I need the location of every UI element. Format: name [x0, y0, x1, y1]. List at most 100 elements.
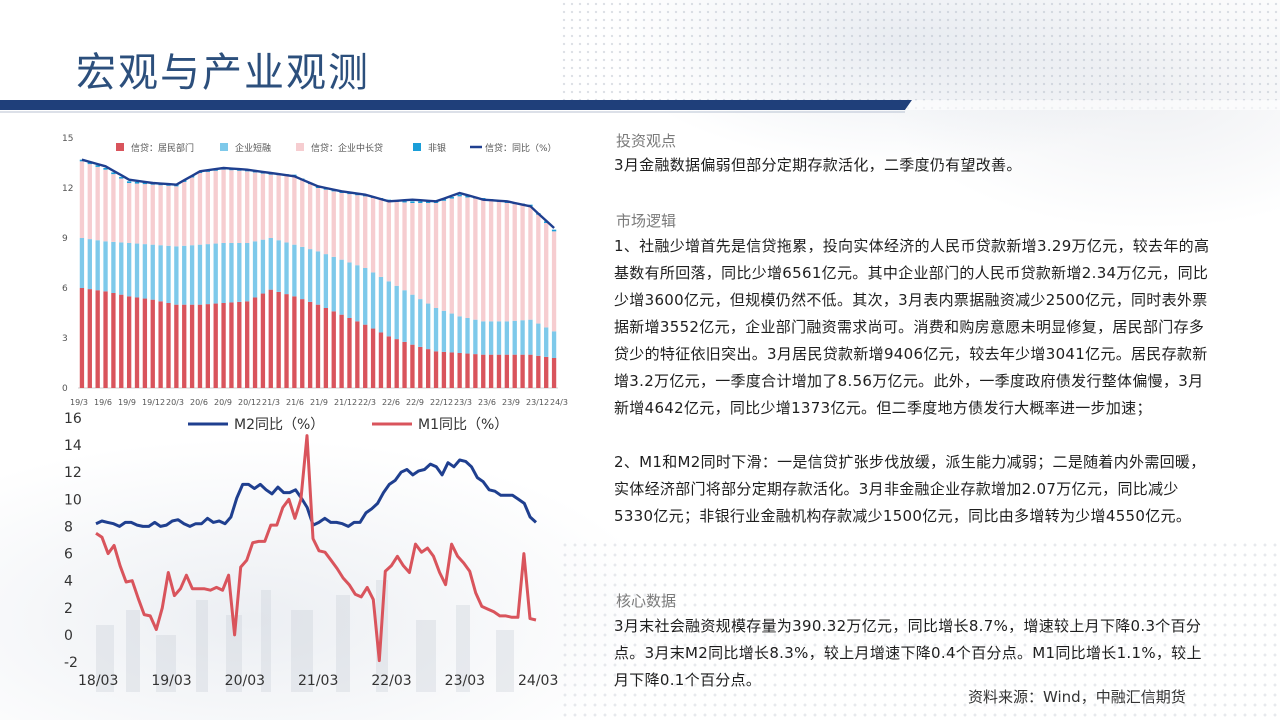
bar-long-loan	[551, 231, 557, 332]
x-tick-label: 23/12	[526, 398, 549, 407]
x-tick-label: 19/03	[151, 673, 191, 689]
bar-resident	[551, 358, 557, 388]
bar-long-loan	[95, 166, 100, 241]
bar-resident	[205, 304, 210, 388]
legend-label: 信贷：企业中长贷	[311, 142, 383, 154]
legend-swatch	[116, 143, 124, 151]
skyline-building	[126, 610, 140, 692]
bar-resident	[119, 294, 124, 388]
bar-long-loan	[150, 184, 155, 245]
legend-swatch	[220, 143, 228, 151]
bar-short-financing	[221, 243, 226, 303]
bar-resident	[252, 297, 258, 388]
bar-long-loan	[394, 201, 399, 286]
x-tick-label: 21/9	[310, 398, 328, 407]
bar-short-financing	[182, 245, 187, 305]
bar-long-loan	[426, 203, 431, 304]
bar-resident	[402, 341, 407, 388]
bar-resident	[182, 304, 187, 388]
bar-nonbank	[418, 201, 423, 203]
x-tick-label: 23/9	[502, 398, 520, 407]
x-tick-label: 22/6	[382, 398, 400, 407]
bar-resident	[504, 354, 510, 388]
bar-short-financing	[465, 318, 470, 354]
bar-long-loan	[315, 188, 321, 252]
bar-short-financing	[213, 243, 218, 304]
y-tick-label: 10	[64, 492, 82, 508]
bar-short-financing	[347, 262, 352, 318]
bar-nonbank	[441, 199, 447, 201]
bar-short-financing	[433, 308, 439, 352]
bar-nonbank	[142, 182, 148, 185]
credit-stacked-bar-chart: 信贷：居民部门 企业短融 信贷：企业中长贷 非银 信贷：同比（%） 0 3 6 9 12 15 19…	[62, 134, 568, 407]
view-text: 3月金融数据偏弱但部分定期存款活化，二季度仍有望改善。	[614, 156, 1022, 174]
bar-resident	[300, 299, 305, 388]
skyline-building	[496, 630, 514, 692]
bar-long-loan	[166, 185, 171, 246]
bar-resident	[426, 349, 431, 388]
bar-nonbank	[426, 201, 431, 203]
bar-long-loan	[457, 196, 462, 317]
x-tick-label: 22/03	[371, 673, 411, 689]
bar-short-financing	[284, 242, 289, 295]
x-tick-label: 20/12	[238, 398, 261, 407]
skyline-building	[336, 595, 350, 692]
bar-resident	[260, 293, 266, 388]
bar-short-financing	[551, 331, 557, 358]
m1-line-path	[95, 434, 537, 663]
background-dot-grid	[560, 0, 1280, 110]
bar-resident	[307, 301, 313, 388]
bar-long-loan	[205, 171, 210, 245]
chart1-axis: 0 3 6 9 12 15 19/3 19/6 19/9 19/12 20/3 20/6 20/9 20/…	[62, 134, 568, 407]
skyline-building	[291, 610, 313, 692]
x-tick-label: 19/12	[142, 398, 165, 407]
x-tick-label: 23/03	[445, 673, 485, 689]
bar-resident	[355, 321, 360, 388]
x-tick-label: 19/9	[118, 398, 136, 407]
bar-long-loan	[481, 199, 486, 322]
x-tick-label: 20/3	[166, 398, 184, 407]
x-tick-label: 21/3	[262, 398, 280, 407]
bar-resident	[292, 296, 297, 388]
skyline-building	[96, 625, 114, 692]
bar-resident	[134, 297, 140, 388]
bar-resident	[284, 294, 289, 388]
bar-long-loan	[300, 180, 305, 247]
page-title: 宏观与产业观测	[76, 50, 370, 96]
bar-resident	[544, 356, 549, 388]
bar-long-loan	[252, 172, 258, 242]
bar-short-financing	[134, 243, 140, 298]
bar-long-loan	[355, 195, 360, 266]
chart1-yoy-line	[81, 158, 555, 229]
bar-long-loan	[339, 193, 344, 260]
bar-resident	[158, 301, 163, 388]
bar-long-loan	[158, 185, 163, 246]
bar-short-financing	[426, 303, 431, 350]
x-tick-label: 21/6	[286, 398, 304, 407]
bar-resident	[378, 332, 384, 388]
y-tick-label: 6	[62, 284, 68, 294]
bar-long-loan	[260, 173, 266, 240]
background-dot-grid-bottom	[560, 540, 1280, 720]
bar-long-loan	[378, 199, 384, 277]
bar-long-loan	[284, 175, 289, 243]
bar-long-loan	[402, 202, 407, 291]
bar-resident	[481, 354, 486, 388]
bar-resident	[150, 299, 155, 388]
bar-resident	[229, 302, 234, 388]
bar-long-loan	[119, 178, 124, 243]
y-tick-label: 12	[64, 465, 82, 481]
bar-long-loan	[520, 205, 525, 321]
bar-long-loan	[536, 214, 541, 324]
bar-nonbank	[134, 181, 140, 184]
legend-swatch	[413, 143, 421, 151]
bar-resident	[488, 354, 494, 388]
legend-swatch	[296, 143, 304, 151]
m1-m2-line-chart: M2同比（%） M1同比（%） -2 0 2 4 6 8 10 12 14 16 18/03 19/03…	[64, 411, 558, 692]
y-tick-label: 16	[64, 411, 82, 427]
bar-resident	[315, 304, 321, 388]
section-title-view: 投资观点	[616, 132, 677, 150]
x-tick-label: 20/9	[214, 398, 232, 407]
bar-resident	[512, 354, 517, 388]
bar-short-financing	[229, 243, 234, 303]
